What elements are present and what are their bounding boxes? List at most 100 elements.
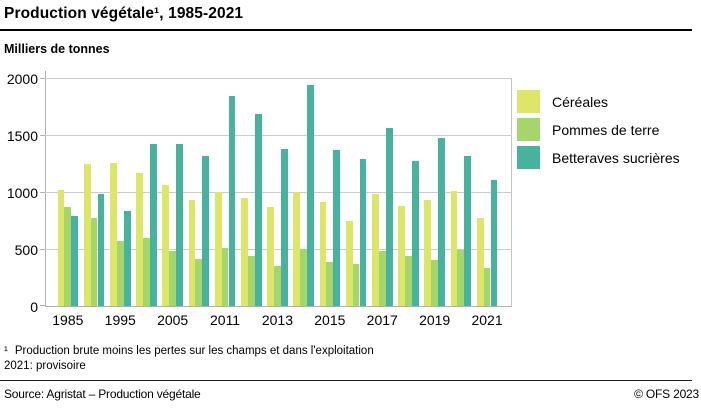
y-tick-0 [40, 305, 45, 306]
gridline-1000 [45, 192, 512, 193]
bar-2000-3 [149, 144, 157, 306]
legend-label-betteraves-sucrieres: Betteraves sucrières [552, 149, 680, 166]
x-axis-labels: 1985 1995 2005 2011 2013 2015 2017 2019 2021 [45, 312, 512, 330]
legend-swatch-cereales [517, 90, 540, 113]
bar-2013-2 [274, 266, 281, 306]
x-axis-label-2005: 2005 [157, 312, 189, 328]
footnote-2: 2021: provisoire [4, 360, 86, 372]
bar-2018-3 [411, 161, 419, 306]
y-tick-500 [40, 249, 45, 250]
legend-label-cereales: Céréales [552, 93, 609, 110]
legend-item-betteraves-sucrieres: Betteraves sucrières [517, 146, 680, 169]
bar-2011-2 [221, 247, 229, 306]
copyright-text: © OFS 2023 [634, 387, 699, 401]
bar-1985-1 [57, 189, 65, 306]
x-axis-label-2011: 2011 [209, 312, 241, 328]
bar-2012-1 [240, 197, 248, 306]
bar-1985-3 [71, 215, 79, 306]
bar-2012-3 [254, 113, 262, 306]
y-tick-2000 [40, 78, 45, 79]
bar-2019-2 [431, 259, 439, 306]
x-axis-label-2017: 2017 [366, 312, 398, 328]
plot-area [40, 71, 512, 307]
bar-2005-3 [176, 144, 183, 306]
bar-2014-1 [293, 192, 301, 306]
y-axis-label-500: 500 [14, 242, 38, 258]
y-axis-labels: 0 500 1000 1500 2000 [0, 71, 38, 315]
x-axis-label-2013: 2013 [261, 312, 294, 328]
footnotes: ¹ Production brute moins les pertes sur l… [4, 344, 374, 374]
bar-2010-3 [202, 155, 210, 306]
y-axis-unit-label: Milliers de tonnes [4, 42, 110, 56]
bar-2020-1 [450, 190, 458, 306]
bar-2011-1 [214, 192, 222, 306]
legend: Céréales Pommes de terre Betteraves sucr… [517, 90, 680, 174]
bar-2012-2 [247, 255, 255, 306]
bar-2011-3 [228, 95, 236, 306]
bar-2017-3 [385, 128, 393, 306]
bar-2017-2 [378, 251, 386, 306]
bar-1990-1 [83, 163, 91, 306]
bar-2000-2 [143, 237, 150, 306]
legend-item-pommes-de-terre: Pommes de terre [517, 118, 680, 141]
footnote-marker: ¹ [4, 345, 8, 357]
gridline-1500 [45, 135, 512, 136]
legend-label-pommes-de-terre: Pommes de terre [552, 121, 660, 138]
bar-2010-1 [188, 199, 196, 306]
bar-2015-2 [326, 261, 334, 306]
bar-2000-1 [136, 172, 143, 306]
bar-2019-3 [438, 138, 445, 306]
bar-2014-3 [307, 85, 314, 306]
bar-2013-3 [280, 148, 288, 306]
bar-1995-1 [109, 162, 117, 306]
bar-2015-3 [333, 149, 341, 306]
bar-2020-3 [464, 155, 472, 306]
title-rule [0, 29, 692, 31]
x-axis-label-1995: 1995 [104, 312, 136, 328]
bar-2018-2 [405, 255, 412, 306]
bar-2020-2 [457, 250, 465, 306]
x-axis-label-2019: 2019 [419, 312, 451, 328]
bar-1990-3 [97, 194, 105, 306]
bar-2015-1 [319, 201, 327, 306]
y-axis-label-1000: 1000 [6, 185, 38, 201]
x-axis-label-2021: 2021 [471, 312, 503, 328]
bar-2021-3 [490, 180, 498, 306]
legend-swatch-betteraves-sucrieres [517, 146, 540, 169]
y-axis-label-2000: 2000 [6, 71, 38, 87]
legend-item-cereales: Céréales [517, 90, 680, 113]
bar-2005-2 [169, 250, 177, 306]
bar-2010-2 [195, 259, 203, 306]
bar-2017-1 [371, 194, 379, 306]
gridline-2000 [45, 78, 512, 79]
x-axis-label-1985: 1985 [52, 312, 84, 328]
bar-1995-3 [123, 211, 131, 306]
source-bar: Source: Agristat – Production végétale ©… [4, 387, 699, 401]
legend-swatch-pommes-de-terre [517, 118, 540, 141]
bar-2018-1 [398, 205, 405, 306]
source-text: Source: Agristat – Production végétale [4, 387, 201, 401]
page-title: Production végétale¹, 1985-2021 [4, 5, 244, 22]
bar-2005-1 [162, 185, 170, 306]
bar-2021-1 [476, 217, 484, 306]
y-tick-1000 [40, 192, 45, 193]
footer-rule [0, 380, 692, 381]
bar-2019-1 [424, 199, 432, 306]
bar-1995-2 [116, 241, 124, 306]
bar-2016-2 [352, 263, 360, 306]
gridline-500 [45, 249, 512, 250]
bar-2021-2 [483, 267, 491, 306]
footnote-1-text: Production brute moins les pertes sur le… [14, 345, 374, 357]
y-axis-line [45, 71, 46, 306]
bar-1985-2 [64, 206, 72, 306]
footnote-1: ¹ Production brute moins les pertes sur l… [4, 344, 374, 359]
bar-2016-1 [345, 221, 353, 306]
y-axis-label-1500: 1500 [6, 128, 38, 144]
y-axis-label-0: 0 [30, 299, 38, 315]
bar-2013-1 [267, 207, 274, 306]
bar-1990-2 [90, 218, 98, 306]
bar-2014-2 [300, 249, 308, 306]
x-axis-label-2015: 2015 [314, 312, 346, 328]
y-tick-1500 [40, 135, 45, 136]
bar-2016-3 [359, 158, 367, 306]
